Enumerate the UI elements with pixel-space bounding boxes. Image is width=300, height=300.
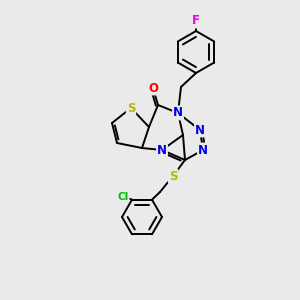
Text: N: N <box>157 143 167 157</box>
Text: N: N <box>198 143 208 157</box>
Text: F: F <box>192 14 200 28</box>
Text: S: S <box>169 169 177 182</box>
Text: N: N <box>195 124 205 136</box>
Text: S: S <box>127 101 135 115</box>
Text: Cl: Cl <box>117 192 129 202</box>
Text: O: O <box>148 82 158 94</box>
Text: N: N <box>173 106 183 119</box>
